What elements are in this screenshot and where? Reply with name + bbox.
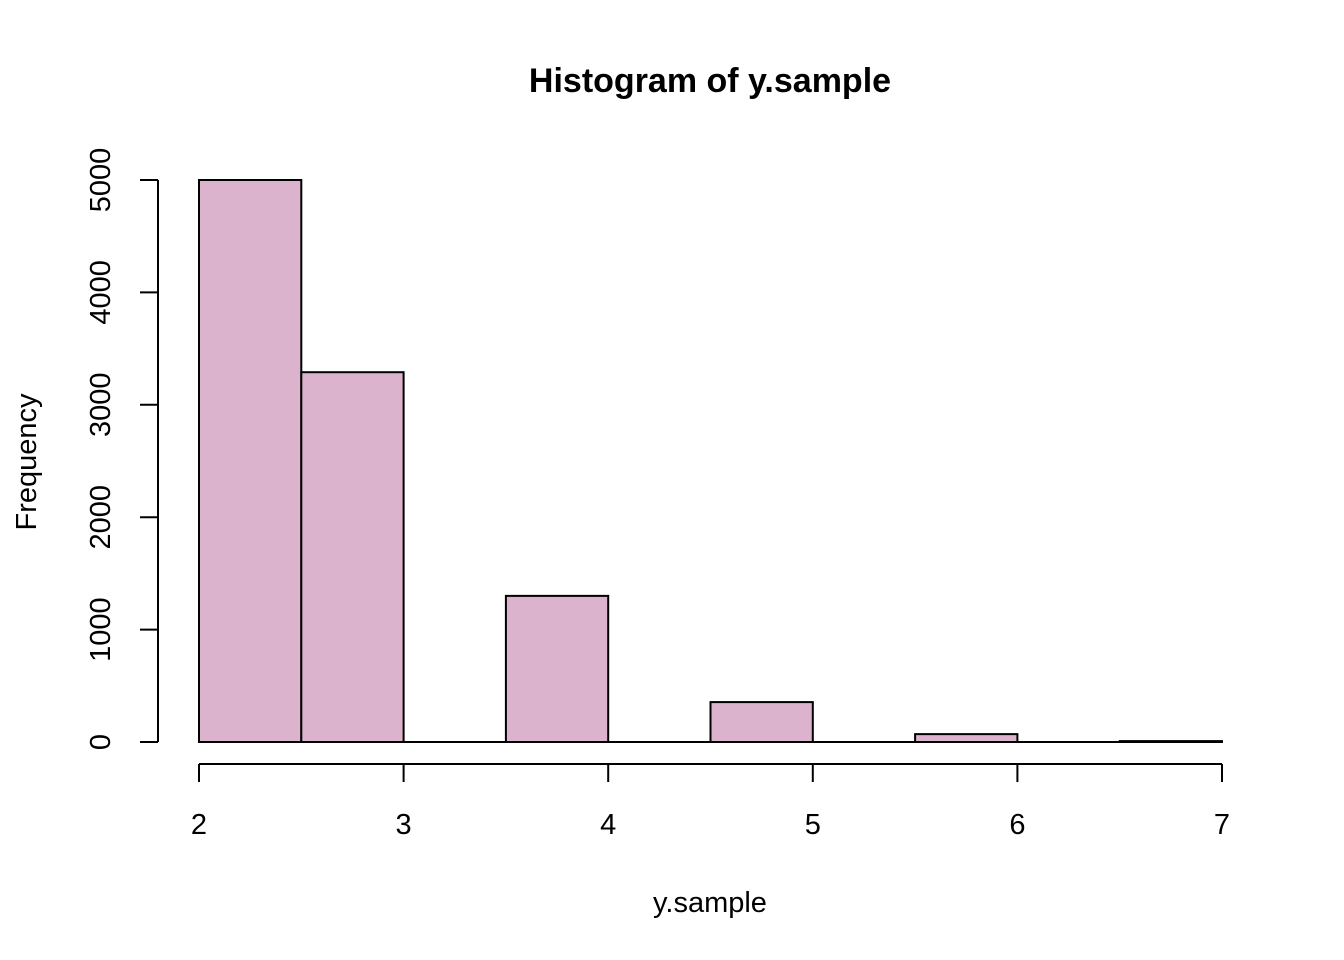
x-axis-label: y.sample <box>653 887 767 919</box>
y-tick-label-4: 4000 <box>85 260 117 325</box>
histogram-bars <box>198 179 1223 744</box>
y-axis: 0 1000 2000 3000 4000 5000 <box>85 148 159 750</box>
histogram-bar-3 <box>504 594 610 743</box>
x-tick-label-0: 2 <box>191 809 207 841</box>
y-tick-label-0: 0 <box>85 734 117 750</box>
chart-title: Histogram of y.sample <box>529 62 891 100</box>
histogram-bar-1 <box>300 371 405 743</box>
x-tick-label-3: 5 <box>805 809 821 841</box>
histogram-bar-9 <box>1118 740 1223 744</box>
y-tick-label-1: 1000 <box>85 597 117 662</box>
y-tick-label-5: 5000 <box>85 148 117 213</box>
x-axis: 2 3 4 5 6 7 <box>191 763 1230 841</box>
y-axis-label: Frequency <box>11 393 43 531</box>
x-tick-label-1: 3 <box>396 809 412 841</box>
histogram-bar-0 <box>198 179 303 743</box>
histogram-bar-5 <box>709 701 814 744</box>
x-tick-label-4: 6 <box>1009 809 1025 841</box>
y-tick-label-2: 2000 <box>85 485 117 550</box>
x-tick-label-5: 7 <box>1214 809 1230 841</box>
histogram-bar-7 <box>914 733 1019 744</box>
y-tick-label-3: 3000 <box>85 373 117 438</box>
x-tick-label-2: 4 <box>600 809 616 841</box>
